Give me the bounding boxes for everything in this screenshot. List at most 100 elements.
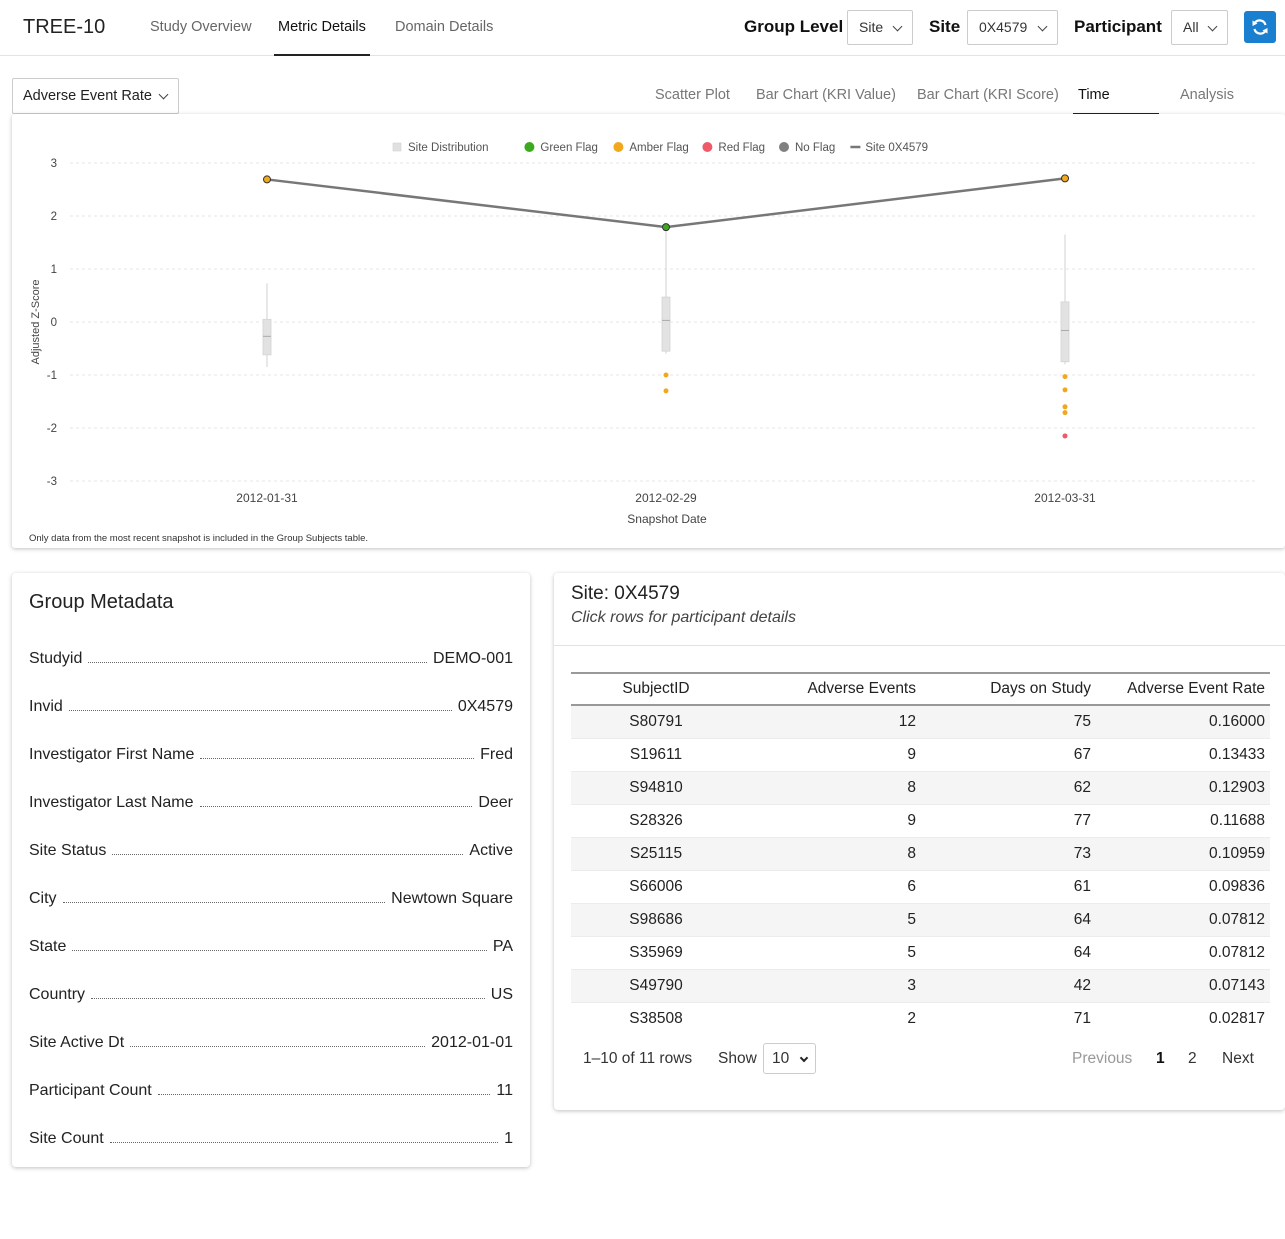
site-series-point [662, 223, 670, 232]
metadata-key: Country [29, 986, 86, 1003]
chevron-down-icon [892, 21, 903, 32]
metadata-key: Site Status [29, 842, 107, 859]
cell-subjectid: S19611 [571, 737, 741, 771]
metadata-row: State PA [29, 934, 513, 956]
metadata-value: 0X4579 [457, 698, 513, 715]
chevron-down-icon [158, 89, 169, 100]
cell-days-on-study: 77 [921, 803, 1096, 837]
metadata-key: Investigator Last Name [29, 794, 194, 811]
tab-domain-details[interactable]: Domain Details [395, 19, 494, 35]
x-axis-label: Snapshot Date [627, 512, 707, 526]
dotted-leader [157, 1094, 491, 1095]
table-row[interactable]: S66006 6 61 0.09836 [571, 869, 1270, 903]
divider [554, 645, 1285, 646]
page-size-value: 10 [772, 1050, 790, 1067]
tab-bar-chart-kri-value[interactable]: Bar Chart (KRI Value) [756, 87, 896, 103]
table-pager: 1–10 of 11 rows Show 10 Previous 1 2 Nex… [554, 1043, 1285, 1075]
cell-adverse-events: 5 [741, 935, 921, 969]
tab-time-series[interactable]: Time Series [1073, 80, 1159, 133]
y-tick-label: 0 [51, 317, 57, 329]
cell-adverse-events: 2 [741, 1001, 921, 1035]
group-metadata-card: Group Metadata Studyid DEMO-001 Invid 0X457… [12, 573, 530, 1167]
metadata-key: Participant Count [29, 1082, 152, 1099]
site-label: Site [929, 17, 961, 36]
y-tick-label: 1 [51, 264, 57, 276]
cell-adverse-event-rate: 0.13433 [1096, 737, 1270, 771]
legend-label: Amber Flag [629, 142, 688, 154]
outlier-point [1062, 387, 1068, 393]
cell-subjectid: S38508 [571, 1001, 741, 1035]
legend-swatch [702, 142, 713, 152]
group-level-select[interactable]: Site [847, 10, 913, 45]
distribution-box [262, 318, 272, 356]
tab-study-overview[interactable]: Study Overview [150, 19, 252, 35]
time-series-chart: 3 2 1 0 -1 -2 -3 Adjusted Z-Score 2012-01-31 2012… [30, 142, 1257, 526]
participant-value: All [1183, 19, 1199, 35]
group-metadata-title: Group Metadata [29, 591, 174, 613]
column-header-adverse-events[interactable]: Adverse Events [741, 672, 921, 706]
refresh-button[interactable] [1244, 11, 1276, 43]
table-header-row: SubjectID Adverse Events Days on Study A… [571, 672, 1270, 706]
table-row[interactable]: S35969 5 64 0.07812 [571, 935, 1270, 969]
table-row[interactable]: S19611 9 67 0.13433 [571, 737, 1270, 771]
table-row[interactable]: S49790 3 42 0.07143 [571, 968, 1270, 1002]
group-subjects-title: Site: 0X4579 [571, 583, 680, 604]
previous-page-button[interactable]: Previous [1072, 1050, 1133, 1067]
site-series-point [1061, 174, 1069, 183]
cell-adverse-events: 12 [741, 704, 921, 738]
chevron-down-icon [1037, 21, 1048, 32]
refresh-icon [1252, 19, 1268, 35]
tab-metric-details[interactable]: Metric Details [274, 0, 370, 56]
group-subjects-card: Site: 0X4579 Click rows for participant … [554, 573, 1285, 1110]
tab-scatter-plot[interactable]: Scatter Plot [655, 87, 730, 103]
cell-subjectid: S35969 [571, 935, 741, 969]
metadata-value: PA [492, 938, 513, 955]
metric-select[interactable]: Adverse Event Rate [12, 78, 179, 114]
page-2-button[interactable]: 2 [1188, 1050, 1197, 1067]
table-row[interactable]: S25115 8 73 0.10959 [571, 836, 1270, 870]
next-page-button[interactable]: Next [1222, 1050, 1254, 1067]
metadata-key: Studyid [29, 650, 83, 667]
tab-analysis-output[interactable]: Analysis Output [1180, 87, 1234, 133]
column-header-days-on-study[interactable]: Days on Study [921, 672, 1096, 706]
cell-adverse-event-rate: 0.09836 [1096, 869, 1270, 903]
metadata-row: Site Count 1 [29, 1126, 513, 1148]
table-row[interactable]: S28326 9 77 0.11688 [571, 803, 1270, 837]
metadata-value: DEMO-001 [432, 650, 513, 667]
tab-bar-chart-kri-score[interactable]: Bar Chart (KRI Score) [917, 87, 1059, 103]
cell-adverse-events: 9 [741, 803, 921, 837]
participant-select[interactable]: All [1171, 10, 1228, 45]
table-row[interactable]: S98686 5 64 0.07812 [571, 902, 1270, 936]
page-1-button[interactable]: 1 [1156, 1050, 1165, 1067]
table-row[interactable]: S38508 2 71 0.02817 [571, 1001, 1270, 1035]
cell-adverse-events: 6 [741, 869, 921, 903]
cell-subjectid: S66006 [571, 869, 741, 903]
site-select[interactable]: 0X4579 [967, 10, 1058, 45]
metadata-row: Investigator Last Name Deer [29, 790, 513, 812]
legend-label: Site 0X4579 [865, 142, 928, 154]
metadata-key: Investigator First Name [29, 746, 195, 763]
dotted-leader [199, 806, 473, 807]
distribution-box [1060, 301, 1070, 363]
metadata-row: Participant Count 11 [29, 1078, 513, 1100]
legend-label: No Flag [795, 142, 835, 154]
metadata-row: Invid 0X4579 [29, 694, 513, 716]
cell-adverse-events: 8 [741, 770, 921, 804]
x-tick-label: 2012-01-31 [236, 491, 298, 505]
column-header-subjectid[interactable]: SubjectID [571, 672, 741, 706]
table-row[interactable]: S80791 12 75 0.16000 [571, 704, 1270, 738]
cell-adverse-event-rate: 0.11688 [1096, 803, 1270, 837]
cell-days-on-study: 64 [921, 902, 1096, 936]
metadata-row: Investigator First Name Fred [29, 742, 513, 764]
column-header-adverse-event-rate[interactable]: Adverse Event Rate [1096, 672, 1270, 706]
page-size-select[interactable]: 10 [763, 1043, 816, 1074]
cell-adverse-events: 8 [741, 836, 921, 870]
table-row[interactable]: S94810 8 62 0.12903 [571, 770, 1270, 804]
cell-adverse-event-rate: 0.02817 [1096, 1001, 1270, 1035]
cell-adverse-events: 3 [741, 968, 921, 1002]
metadata-row: Site Active Dt 2012-01-01 [29, 1030, 513, 1052]
cell-adverse-events: 9 [741, 737, 921, 771]
cell-days-on-study: 71 [921, 1001, 1096, 1035]
y-tick-label: 3 [51, 158, 57, 170]
cell-adverse-events: 5 [741, 902, 921, 936]
